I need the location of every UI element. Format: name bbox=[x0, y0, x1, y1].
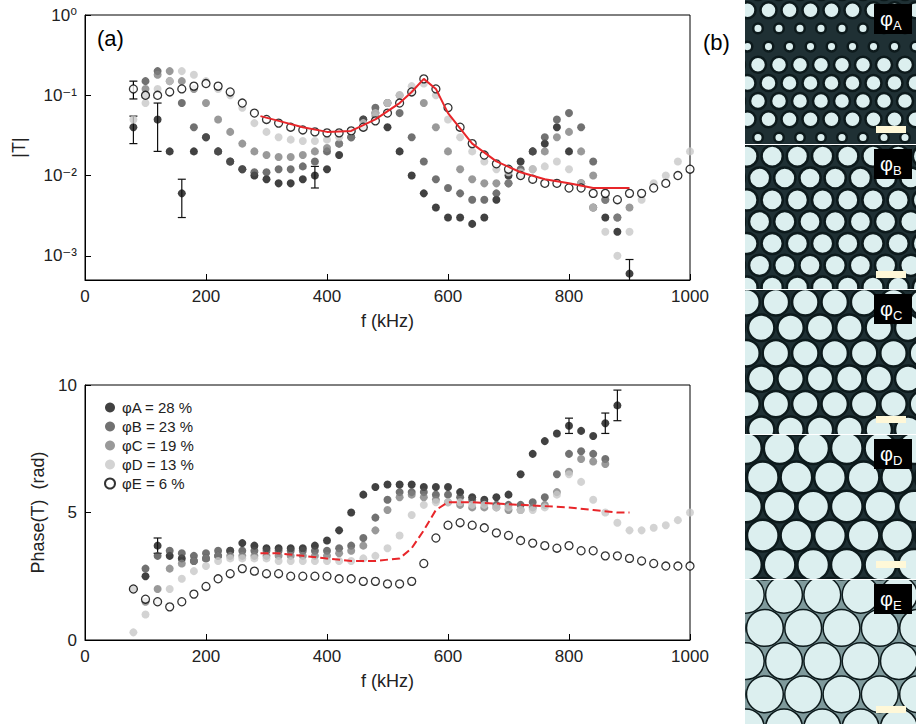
svg-text:800: 800 bbox=[555, 287, 583, 306]
svg-text:(a): (a) bbox=[97, 26, 124, 51]
svg-text:10⁻³: 10⁻³ bbox=[43, 246, 77, 265]
svg-text:400: 400 bbox=[313, 647, 341, 666]
svg-text:f (kHz): f (kHz) bbox=[361, 671, 414, 691]
svg-text:800: 800 bbox=[555, 647, 583, 666]
svg-text:Phase(T) (rad): Phase(T) (rad) bbox=[28, 451, 48, 573]
svg-text:φA = 28 %: φA = 28 % bbox=[122, 399, 192, 416]
svg-text:φE: φE bbox=[880, 588, 902, 613]
svg-text:400: 400 bbox=[313, 287, 341, 306]
svg-text:f (kHz): f (kHz) bbox=[361, 311, 414, 331]
svg-text:0: 0 bbox=[80, 647, 89, 666]
svg-text:200: 200 bbox=[192, 287, 220, 306]
svg-text:10⁰: 10⁰ bbox=[51, 6, 77, 25]
svg-text:φD = 13 %: φD = 13 % bbox=[122, 456, 194, 473]
svg-text:5: 5 bbox=[68, 503, 77, 522]
svg-text:φC = 19 %: φC = 19 % bbox=[122, 437, 194, 454]
svg-text:10⁻¹: 10⁻¹ bbox=[43, 86, 77, 105]
svg-text:φB = 23 %: φB = 23 % bbox=[122, 418, 193, 435]
svg-text:φE = 6 %: φE = 6 % bbox=[122, 475, 185, 492]
svg-text:1000: 1000 bbox=[671, 647, 709, 666]
svg-text:10⁻²: 10⁻² bbox=[43, 166, 77, 185]
svg-text:φB: φB bbox=[880, 153, 902, 178]
svg-text:0: 0 bbox=[68, 631, 77, 650]
svg-text:10: 10 bbox=[58, 376, 77, 395]
svg-text:φC: φC bbox=[880, 298, 902, 323]
svg-text:|T|: |T| bbox=[9, 137, 29, 157]
html-text:(b): (b) bbox=[703, 30, 730, 55]
svg-text:600: 600 bbox=[434, 647, 462, 666]
svg-text:600: 600 bbox=[434, 287, 462, 306]
svg-text:1000: 1000 bbox=[671, 287, 709, 306]
svg-text:φD: φD bbox=[880, 443, 902, 468]
svg-text:200: 200 bbox=[192, 647, 220, 666]
svg-text:φA: φA bbox=[880, 8, 902, 33]
svg-text:0: 0 bbox=[80, 287, 89, 306]
